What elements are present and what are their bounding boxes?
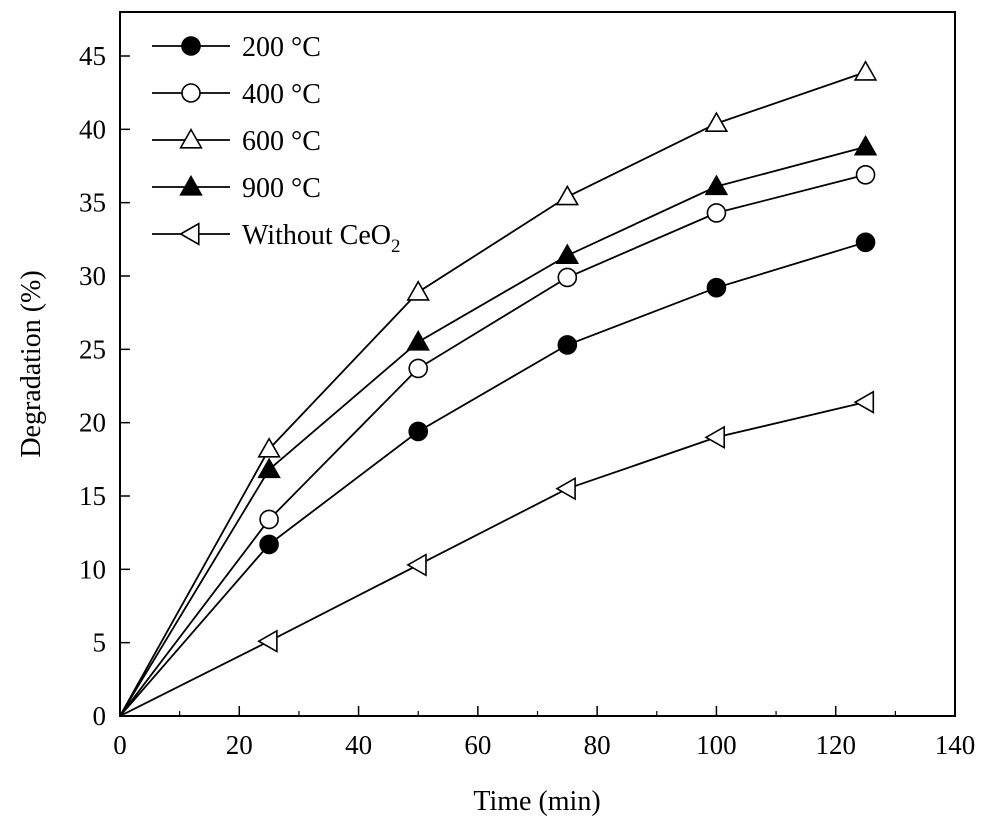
data-point xyxy=(855,165,876,185)
x-axis-label: Time (min) xyxy=(473,786,600,817)
y-axis-label: Degradation (%) xyxy=(16,270,47,457)
legend-marker xyxy=(181,36,201,56)
legend-item: 200 °C xyxy=(152,32,321,63)
data-point xyxy=(257,629,278,653)
data-point xyxy=(406,330,430,351)
legend-item: Without CeO2 xyxy=(152,220,400,257)
data-point xyxy=(704,111,729,133)
y-tick-label: 35 xyxy=(79,188,106,218)
series-line xyxy=(119,146,866,717)
y-tick-label: 15 xyxy=(79,481,106,511)
legend-marker xyxy=(181,83,201,103)
series-layer xyxy=(119,60,878,717)
series-line xyxy=(119,71,866,717)
y-tick-label: 45 xyxy=(79,41,106,71)
series-line xyxy=(119,173,866,717)
legend-item: 900 °C xyxy=(152,173,321,204)
y-tick-label: 0 xyxy=(93,701,107,731)
series-4 xyxy=(119,390,875,717)
data-point xyxy=(855,232,876,253)
data-point xyxy=(408,421,429,442)
plot-frame xyxy=(119,11,956,717)
data-point xyxy=(555,243,580,265)
data-point xyxy=(406,553,427,577)
y-tick-label: 5 xyxy=(93,628,107,658)
x-tick-label: 140 xyxy=(935,730,976,760)
data-point xyxy=(704,174,729,196)
data-point xyxy=(408,358,429,379)
data-point xyxy=(555,184,580,206)
data-point xyxy=(257,437,281,458)
y-tick-label: 10 xyxy=(79,554,106,584)
legend-label: 400 °C xyxy=(242,79,321,110)
y-tick-label: 30 xyxy=(79,261,106,291)
x-tick-label: 80 xyxy=(584,730,611,760)
x-tick-label: 0 xyxy=(113,730,127,760)
legend-label: 900 °C xyxy=(242,173,321,204)
data-point xyxy=(259,534,279,555)
legend-label: 200 °C xyxy=(242,32,321,63)
data-point xyxy=(853,60,878,81)
data-point xyxy=(706,203,727,223)
data-point xyxy=(259,509,279,530)
x-tick-label: 20 xyxy=(226,730,253,760)
y-tick-label: 40 xyxy=(79,114,106,144)
x-axis-ticks: 0 20 40 60 80 100 120 140 xyxy=(113,706,975,760)
series-1 xyxy=(119,165,876,717)
data-point xyxy=(853,390,875,414)
y-tick-label: 25 xyxy=(79,334,106,364)
legend-label-subscript: 2 xyxy=(391,236,401,257)
data-point xyxy=(853,134,878,156)
series-3 xyxy=(119,134,878,717)
data-point xyxy=(406,280,430,301)
x-tick-label: 60 xyxy=(464,730,491,760)
x-tick-label: 40 xyxy=(345,730,372,760)
legend-marker xyxy=(179,175,203,196)
series-0 xyxy=(119,232,876,717)
legend-marker xyxy=(179,128,203,149)
legend-item: 400 °C xyxy=(152,79,321,110)
series-line xyxy=(119,401,866,717)
data-point xyxy=(704,425,725,450)
legend-label: Without CeO2 xyxy=(242,220,400,257)
legend-marker xyxy=(179,222,200,246)
data-point xyxy=(257,457,281,479)
data-point xyxy=(555,476,576,501)
legend: 200 °C 400 °C 600 °C 900 °C Without CeO2 xyxy=(152,32,400,257)
series-2 xyxy=(119,60,878,717)
y-axis-ticks: 0 5 10 15 20 25 30 35 40 45 xyxy=(79,41,130,731)
legend-item: 600 °C xyxy=(152,126,321,157)
x-tick-label: 120 xyxy=(815,730,856,760)
series-line xyxy=(119,241,866,717)
y-tick-label: 20 xyxy=(79,408,106,438)
legend-label: 600 °C xyxy=(242,126,321,157)
legend-label-main: Without CeO xyxy=(242,220,391,251)
data-point xyxy=(557,267,578,288)
data-point xyxy=(706,277,727,298)
x-tick-label: 100 xyxy=(696,730,737,760)
data-point xyxy=(557,335,578,355)
